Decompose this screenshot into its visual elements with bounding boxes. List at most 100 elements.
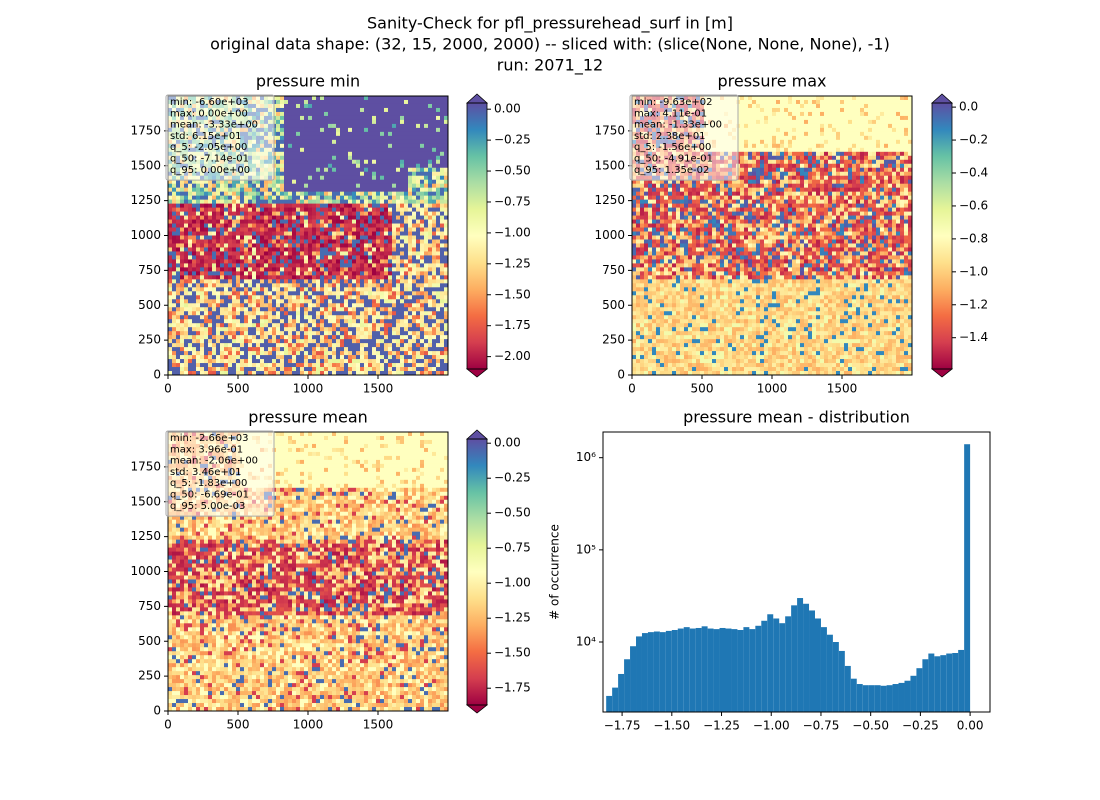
image-cell bbox=[292, 247, 297, 252]
image-cell bbox=[384, 239, 389, 244]
image-cell bbox=[344, 279, 349, 284]
y-tick-label: 500 bbox=[138, 298, 161, 312]
image-cell bbox=[176, 223, 181, 228]
image-cell bbox=[432, 307, 437, 312]
image-cell bbox=[428, 135, 433, 141]
image-cell bbox=[316, 239, 321, 244]
image-cell bbox=[328, 227, 333, 232]
image-cell bbox=[372, 131, 377, 137]
image-cell bbox=[196, 371, 201, 376]
image-cell bbox=[392, 175, 397, 181]
image-cell bbox=[280, 143, 285, 149]
image-cell bbox=[316, 315, 321, 320]
image-cell bbox=[228, 199, 233, 205]
image-cell bbox=[236, 347, 241, 352]
image-cell bbox=[428, 195, 433, 201]
image-cell bbox=[208, 199, 213, 205]
image-cell bbox=[352, 211, 357, 216]
image-cell bbox=[436, 367, 441, 372]
image-cell bbox=[200, 215, 205, 220]
image-cell bbox=[276, 147, 281, 153]
image-cell bbox=[292, 239, 297, 244]
image-cell bbox=[196, 251, 201, 256]
image-cell bbox=[332, 111, 337, 117]
image-cell bbox=[380, 167, 385, 173]
image-cell bbox=[288, 271, 293, 276]
image-cell bbox=[340, 195, 345, 201]
image-cell bbox=[436, 291, 441, 296]
image-cell bbox=[224, 351, 229, 356]
image-cell bbox=[384, 267, 389, 272]
image-cell bbox=[280, 323, 285, 328]
image-cell bbox=[200, 259, 205, 264]
image-cell bbox=[304, 151, 309, 157]
image-cell bbox=[364, 339, 369, 344]
image-cell bbox=[444, 331, 449, 336]
image-cell bbox=[300, 227, 305, 232]
image-cell bbox=[384, 207, 389, 212]
image-cell bbox=[244, 247, 249, 252]
image-cell bbox=[380, 311, 385, 316]
image-cell bbox=[420, 191, 425, 197]
image-cell bbox=[364, 183, 369, 189]
image-cell bbox=[292, 235, 297, 240]
image-cell bbox=[332, 279, 337, 284]
image-cell bbox=[360, 351, 365, 356]
image-cell bbox=[376, 223, 381, 228]
image-cell bbox=[288, 183, 293, 189]
image-cell bbox=[432, 179, 437, 185]
image-cell bbox=[260, 227, 265, 232]
image-cell bbox=[252, 239, 257, 244]
image-cell bbox=[396, 323, 401, 328]
image-cell bbox=[244, 211, 249, 216]
image-cell bbox=[340, 223, 345, 228]
image-cell bbox=[440, 371, 445, 376]
image-cell bbox=[388, 195, 393, 201]
image-cell bbox=[352, 179, 357, 185]
image-cell bbox=[348, 343, 353, 348]
image-cell bbox=[400, 307, 405, 312]
image-cell bbox=[400, 103, 405, 109]
image-cell bbox=[280, 131, 285, 137]
image-cell bbox=[168, 307, 173, 312]
image-cell bbox=[384, 96, 389, 101]
image-cell bbox=[168, 187, 173, 193]
image-cell bbox=[360, 127, 365, 133]
image-cell bbox=[356, 283, 361, 288]
image-cell bbox=[272, 367, 277, 372]
image-cell bbox=[224, 367, 229, 372]
image-cell bbox=[296, 355, 301, 360]
image-cell bbox=[208, 291, 213, 296]
image-cell bbox=[312, 327, 317, 332]
image-cell bbox=[224, 363, 229, 368]
image-cell bbox=[400, 339, 405, 344]
image-cell bbox=[412, 171, 417, 177]
image-cell bbox=[300, 155, 305, 161]
image-cell bbox=[272, 211, 277, 216]
image-cell bbox=[336, 295, 341, 300]
image-cell bbox=[176, 207, 181, 212]
image-cell bbox=[368, 279, 373, 284]
image-cell bbox=[412, 263, 417, 268]
image-cell bbox=[284, 111, 289, 117]
image-cell bbox=[184, 247, 189, 252]
image-cell bbox=[232, 215, 237, 220]
image-cell bbox=[304, 187, 309, 193]
image-cell bbox=[316, 175, 321, 181]
image-cell bbox=[436, 303, 441, 308]
image-cell bbox=[256, 311, 261, 316]
image-cell bbox=[244, 347, 249, 352]
image-cell bbox=[280, 263, 285, 268]
image-cell bbox=[376, 155, 381, 161]
image-cell bbox=[348, 207, 353, 212]
image-cell bbox=[308, 335, 313, 340]
image-cell bbox=[316, 111, 321, 117]
image-cell bbox=[184, 235, 189, 240]
image-cell bbox=[296, 307, 301, 312]
image-cell bbox=[220, 355, 225, 360]
image-cell bbox=[336, 119, 341, 125]
image-cell bbox=[312, 167, 317, 173]
image-cell bbox=[372, 111, 377, 117]
image-cell bbox=[364, 267, 369, 272]
image-cell bbox=[344, 271, 349, 276]
